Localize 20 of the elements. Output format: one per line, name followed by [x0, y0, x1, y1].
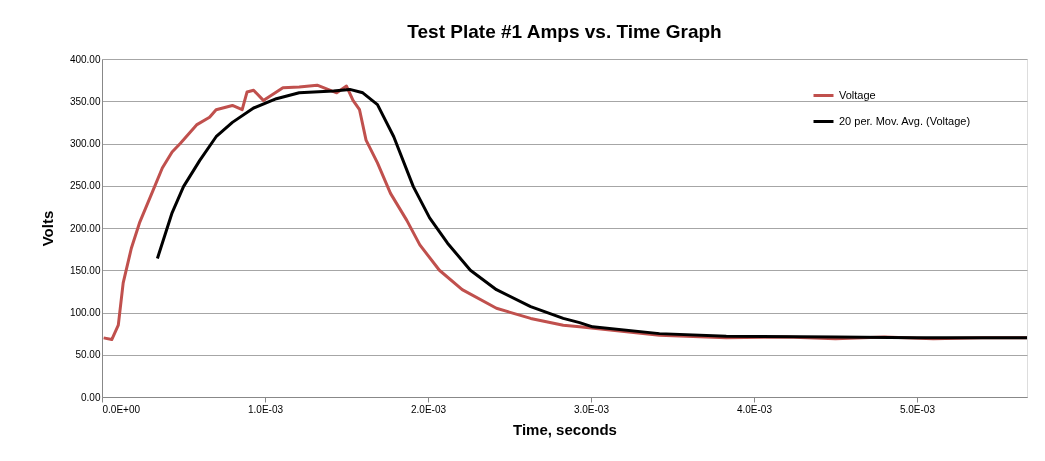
y-tick-label: 150.00 [69, 264, 101, 276]
y-tick-label: 400.00 [69, 53, 101, 65]
x-tick-label: 5.0E-03 [899, 403, 936, 415]
x-tick-label: 0.0E+00 [102, 403, 141, 415]
legend-label: 20 per. Mov. Avg. (Voltage) [839, 114, 971, 127]
x-tick-label: 3.0E-03 [573, 403, 610, 415]
x-tick-label: 4.0E-03 [736, 403, 773, 415]
x-tick-label: 2.0E-03 [410, 403, 447, 415]
y-tick-label: 0.00 [81, 391, 101, 403]
y-axis-title: Volts [38, 210, 56, 247]
y-tick-label: 350.00 [69, 95, 101, 107]
chart-title: Test Plate #1 Amps vs. Time Graph [407, 21, 722, 42]
y-tick-label: 300.00 [69, 138, 101, 149]
y-tick-label: 100.00 [69, 307, 101, 318]
legend-label: Voltage [839, 88, 876, 101]
y-tick-label: 200.00 [69, 222, 101, 234]
x-tick-label: 1.0E-03 [247, 403, 284, 415]
x-axis-title: Time, seconds [513, 420, 617, 438]
y-tick-label: 250.00 [69, 180, 101, 192]
y-tick-label: 50.00 [75, 349, 101, 361]
